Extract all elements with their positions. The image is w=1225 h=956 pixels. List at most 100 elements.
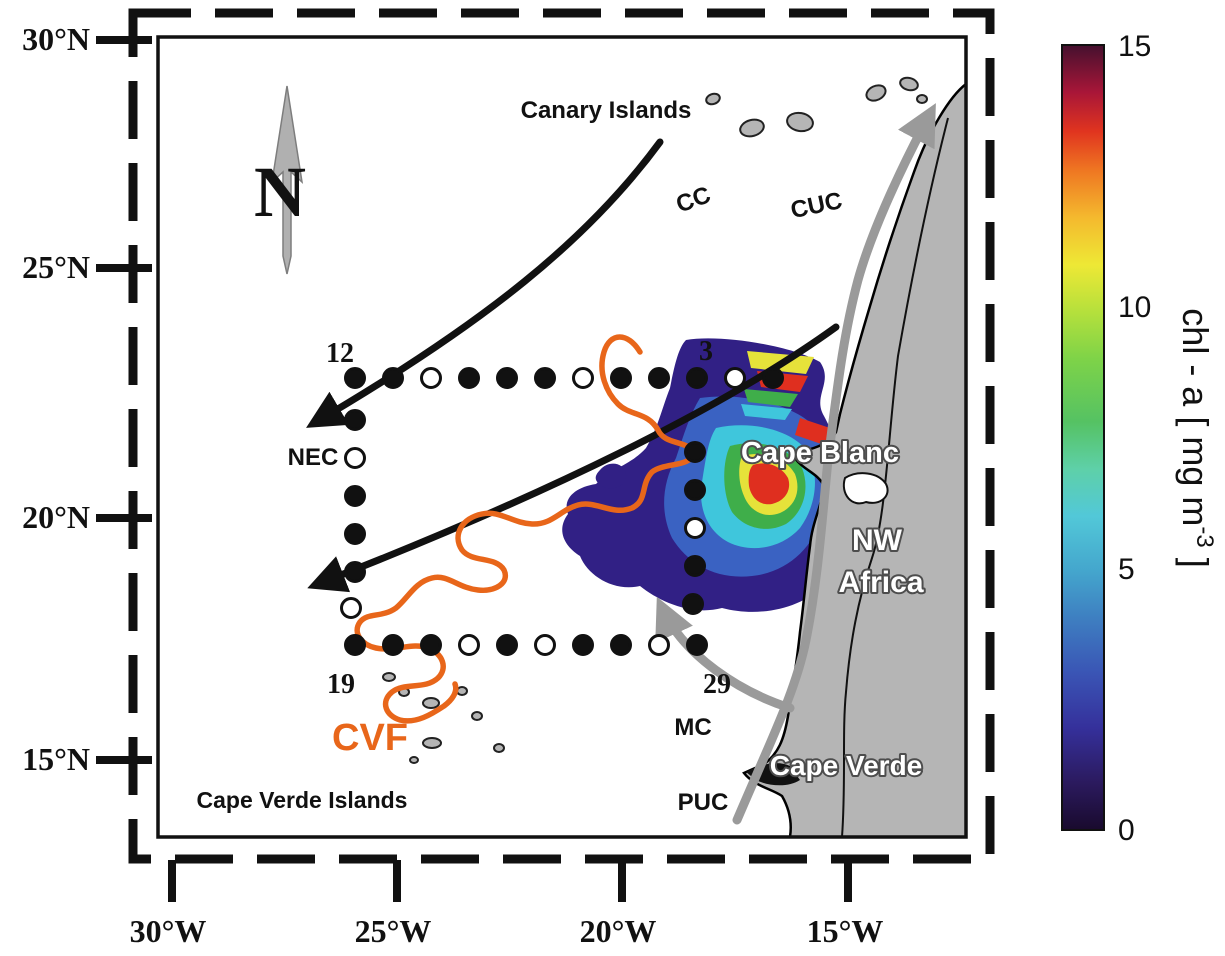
plume-layer-red <box>748 463 790 505</box>
current-arrow-nec <box>307 323 840 593</box>
current-arrow-cc <box>306 138 664 428</box>
current-arrow-mc <box>655 596 795 713</box>
chlorophyll-plume <box>562 338 842 612</box>
label-africa: Africa <box>838 566 923 599</box>
current-arrow-cuc <box>732 103 936 825</box>
station-dot-open <box>420 367 442 389</box>
lat-label-20n: 20°N <box>22 499 90 535</box>
station-dot-filled <box>534 367 556 389</box>
station-number-labels: 12 3 19 29 <box>326 336 731 700</box>
station-dot-filled <box>344 561 366 583</box>
canary-island-5 <box>899 76 919 92</box>
outer-dashed-frame <box>128 8 995 864</box>
station-dot-filled <box>762 367 784 389</box>
canary-island-2 <box>739 118 765 138</box>
colorbar-title-close: ] <box>1175 548 1216 568</box>
label-cape-verde: Cape Verde <box>770 750 923 781</box>
station-dot-filled <box>610 634 632 656</box>
station-label-12: 12 <box>326 338 354 369</box>
station-grid <box>340 367 784 656</box>
inner-frame <box>156 35 968 839</box>
label-puc: PUC <box>678 789 729 816</box>
cape-verde-island-6 <box>422 737 442 749</box>
plume-speck-indigo <box>595 463 627 489</box>
colorbar-tick-10: 10 <box>1118 291 1151 324</box>
longitude-axis: 30°W 25°W 20°W 15°W <box>130 860 884 949</box>
lon-label-30w: 30°W <box>130 913 207 949</box>
label-nec: NEC <box>288 444 339 471</box>
station-dot-filled <box>648 367 670 389</box>
label-cape-verde-islands: Cape Verde Islands <box>197 787 408 813</box>
compass-north-arrow: N <box>254 85 306 275</box>
inland-border-line <box>841 117 949 837</box>
station-dot-open <box>684 517 706 539</box>
map-frame <box>128 8 995 864</box>
lon-label-25w: 25°W <box>355 913 432 949</box>
colorbar-title-superscript: -3 <box>1191 526 1218 547</box>
station-dot-filled <box>420 634 442 656</box>
station-dot-filled <box>344 523 366 545</box>
lat-label-30n: 30°N <box>22 21 90 57</box>
station-dot-filled <box>344 634 366 656</box>
station-dot-filled <box>684 479 706 501</box>
station-dot-open <box>648 634 670 656</box>
cvf-front-line <box>354 334 698 724</box>
station-dot-filled <box>686 634 708 656</box>
colorbar-tick-15: 15 <box>1118 30 1151 63</box>
lon-label-15w: 15°W <box>807 913 884 949</box>
label-cape-blanc: Cape Blanc <box>741 437 899 469</box>
station-dot-filled <box>458 367 480 389</box>
plume-strip-green <box>744 389 798 407</box>
lat-label-25n: 25°N <box>22 249 90 285</box>
station-dot-open <box>458 634 480 656</box>
station-label-19: 19 <box>327 669 355 700</box>
label-mc: MC <box>674 714 711 741</box>
station-label-3: 3 <box>699 336 713 367</box>
lat-label-15n: 15°N <box>22 741 90 777</box>
islands-canary <box>705 76 928 138</box>
station-dot-filled <box>684 555 706 577</box>
station-dot-filled <box>344 367 366 389</box>
cape-verde-island-8 <box>409 756 419 764</box>
cape-verde-island-7 <box>493 743 505 753</box>
station-dot-filled <box>496 634 518 656</box>
lagoon-banc-arguin <box>842 472 889 505</box>
station-dot-open <box>340 597 362 619</box>
canary-island-6 <box>916 94 928 104</box>
station-dot-open <box>572 367 594 389</box>
colorbar-title-main: chl - a [ mg m <box>1175 308 1216 526</box>
cape-verde-island-5 <box>471 711 483 721</box>
plume-strip-cyan <box>741 404 792 420</box>
plume-coast-red-streak <box>795 418 836 447</box>
current-labels: CC CUC NEC MC PUC <box>288 181 845 816</box>
station-dot-filled <box>496 367 518 389</box>
canary-island-4 <box>865 84 887 102</box>
lon-label-20w: 20°W <box>580 913 657 949</box>
station-label-29: 29 <box>703 669 731 700</box>
canary-island-1 <box>705 92 721 106</box>
station-dot-open <box>724 367 746 389</box>
label-nw: NW <box>852 524 903 557</box>
station-dot-filled <box>382 367 404 389</box>
station-dot-open <box>534 634 556 656</box>
label-canary-islands: Canary Islands <box>521 97 692 124</box>
station-dot-filled <box>684 441 706 463</box>
station-dot-filled <box>572 634 594 656</box>
islands-cape-verde <box>382 672 505 764</box>
station-dot-filled <box>686 367 708 389</box>
station-dot-filled <box>382 634 404 656</box>
station-dot-filled <box>610 367 632 389</box>
ocean-currents <box>306 103 936 825</box>
station-dot-filled <box>344 485 366 507</box>
compass-n-label: N <box>254 152 306 232</box>
map-interior <box>306 76 966 837</box>
station-dot-open <box>344 447 366 469</box>
canary-island-3 <box>786 111 814 133</box>
station-dot-filled <box>344 409 366 431</box>
colorbar-title: chl - a [ mg m-3 ] <box>1175 308 1218 567</box>
north-arrow-icon <box>270 85 304 275</box>
latitude-axis: 30°N 25°N 20°N 15°N <box>22 21 152 777</box>
colorbar: 15 10 5 0 chl - a [ mg m-3 ] <box>1061 30 1218 847</box>
